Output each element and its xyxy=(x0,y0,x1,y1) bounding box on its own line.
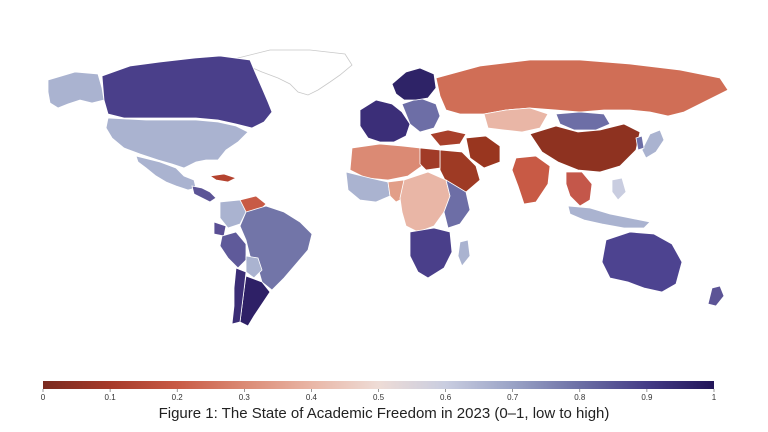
region-bolivia xyxy=(245,255,263,279)
region-southeast-asia xyxy=(565,171,593,207)
region-chile xyxy=(231,267,247,325)
region-kazakhstan xyxy=(483,107,549,133)
region-china xyxy=(529,123,641,173)
region-east-africa xyxy=(443,179,471,229)
country-layer xyxy=(47,49,729,327)
region-europe-west xyxy=(359,99,411,143)
region-southern-africa xyxy=(409,227,453,279)
region-japan xyxy=(641,129,665,159)
legend-tick-label: 0.6 xyxy=(440,393,452,402)
region-usa xyxy=(105,117,249,169)
legend-tick-label: 0.3 xyxy=(239,393,251,402)
region-indonesia xyxy=(567,205,651,229)
region-iran xyxy=(465,135,501,169)
legend-tick-label: 0.5 xyxy=(373,393,385,402)
region-scandinavia xyxy=(391,67,437,101)
legend-tick-label: 0.8 xyxy=(574,393,586,402)
region-colombia xyxy=(219,199,247,229)
legend-tick-label: 0.7 xyxy=(507,393,519,402)
region-philippines xyxy=(611,177,627,201)
region-mongolia xyxy=(555,111,611,131)
region-brazil xyxy=(239,205,313,291)
region-cuba xyxy=(208,173,238,183)
color-legend: 0 0.1 0.2 0.3 0.4 0.5 0.6 0.7 0.8 0.9 1 xyxy=(41,381,717,402)
region-india xyxy=(511,155,551,205)
figure-caption: Figure 1: The State of Academic Freedom … xyxy=(158,405,610,422)
region-canada xyxy=(101,55,273,129)
region-russia xyxy=(435,59,729,117)
region-peru xyxy=(219,231,247,269)
region-mexico xyxy=(135,155,197,191)
region-greenland xyxy=(237,49,353,96)
region-alaska xyxy=(47,71,105,109)
region-central-africa xyxy=(399,171,451,233)
region-north-africa xyxy=(349,143,423,181)
legend-tick-label: 0.2 xyxy=(172,393,184,402)
region-korea xyxy=(635,135,645,151)
region-central-america xyxy=(191,185,217,203)
legend-tick-label: 0.9 xyxy=(641,393,653,402)
region-ecuador xyxy=(213,221,227,237)
region-egypt xyxy=(419,147,441,171)
legend-tick-label: 1 xyxy=(712,393,717,402)
legend-tick-label: 0 xyxy=(41,393,46,402)
region-turkey xyxy=(429,129,467,147)
legend-tick-label: 0.1 xyxy=(105,393,117,402)
region-madagascar xyxy=(457,239,471,267)
legend-ticks: 0 0.1 0.2 0.3 0.4 0.5 0.6 0.7 0.8 0.9 1 xyxy=(41,389,717,402)
region-arabia xyxy=(439,149,481,193)
region-new-zealand xyxy=(707,285,725,307)
region-australia xyxy=(601,231,683,293)
legend-color-bar xyxy=(43,381,714,389)
legend-tick-label: 0.4 xyxy=(306,393,318,402)
region-west-africa xyxy=(345,171,391,203)
